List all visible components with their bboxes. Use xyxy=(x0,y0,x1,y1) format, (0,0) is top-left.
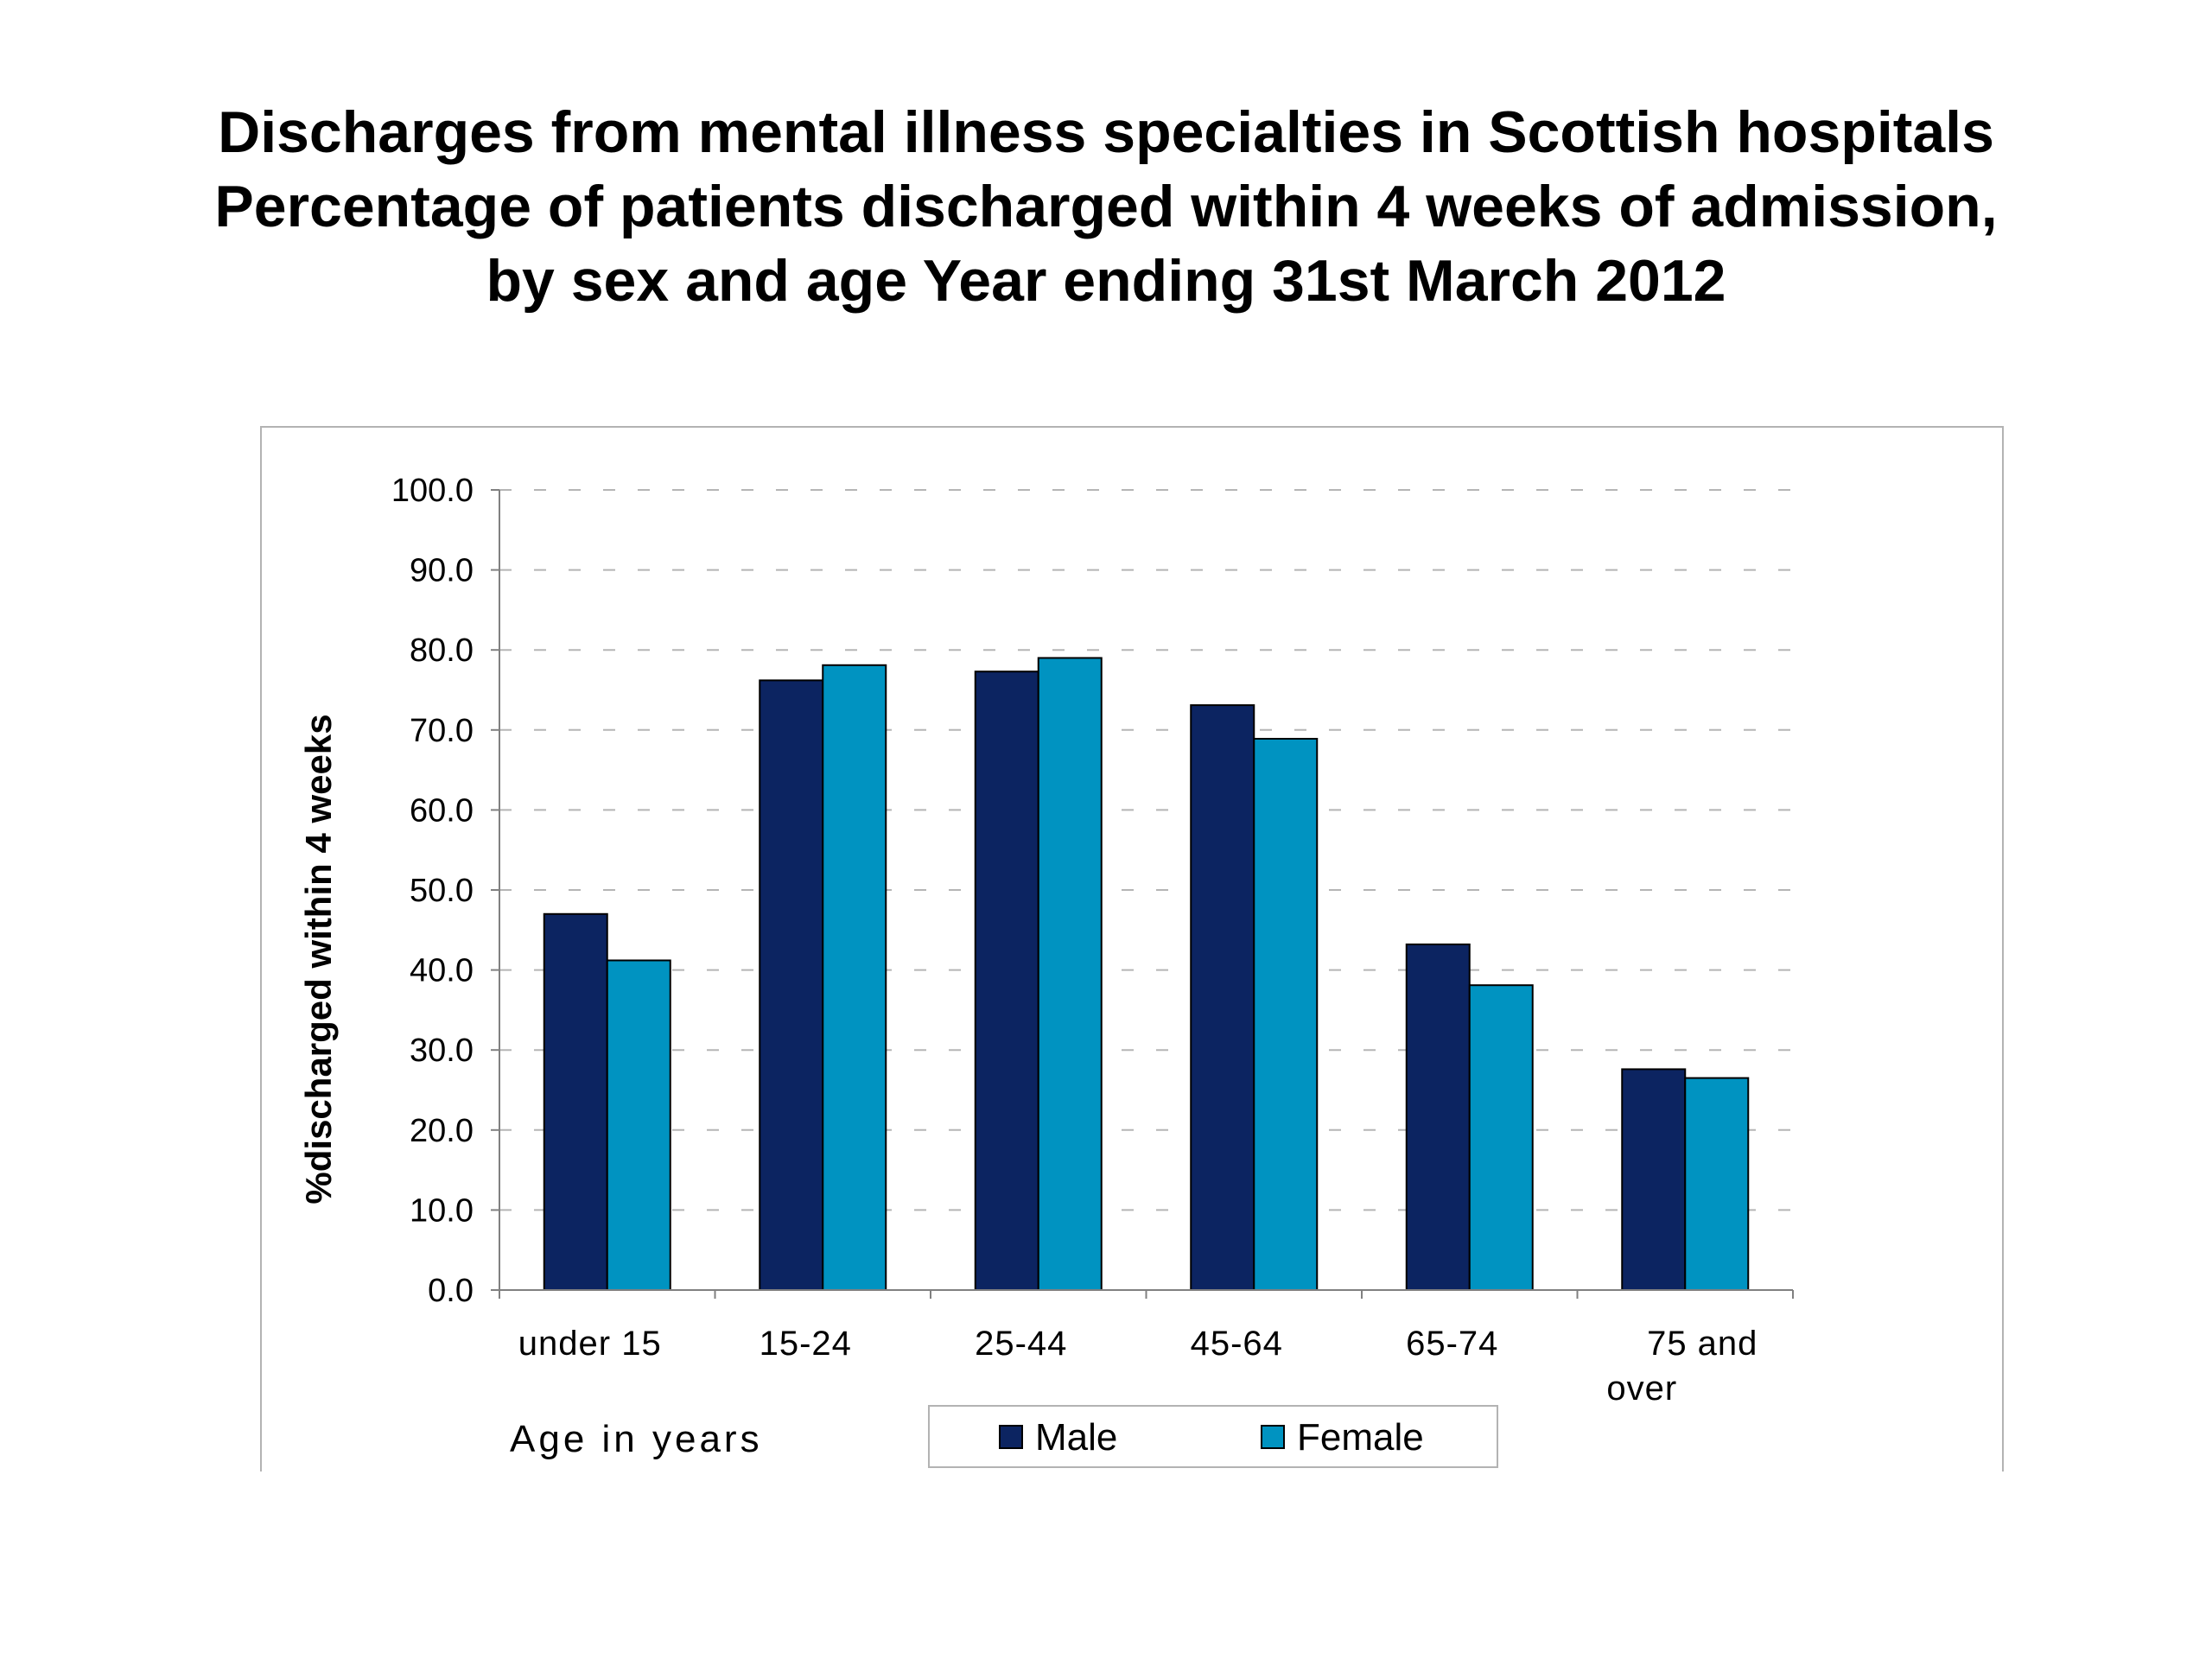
axes xyxy=(491,489,1794,1299)
y-tick-label: 0.0 xyxy=(428,1273,474,1309)
bar-female-1 xyxy=(606,959,671,1292)
x-category-labels: under 15 15-24 25-44 45-64 65-74 75 and over xyxy=(518,1325,1758,1408)
y-tick-label: 50.0 xyxy=(410,873,474,909)
bar-male-4 xyxy=(1190,704,1255,1291)
legend-male-label: Male xyxy=(1035,1416,1117,1459)
y-tick-label: 10.0 xyxy=(410,1192,474,1229)
x-category-label-line: 45-64 xyxy=(1191,1325,1283,1363)
x-category-label: 65-74 xyxy=(1406,1325,1498,1363)
legend-female-swatch xyxy=(1261,1425,1285,1449)
bar-male-2 xyxy=(759,679,824,1291)
y-tick-label: 30.0 xyxy=(410,1033,474,1069)
x-category-label-line: 15-24 xyxy=(760,1325,852,1363)
gridlines xyxy=(499,489,1793,1211)
bar-male-6 xyxy=(1621,1068,1687,1291)
x-category-label-line: 25-44 xyxy=(975,1325,1067,1363)
bar-male-3 xyxy=(974,671,1039,1291)
x-category-label-line: under 15 xyxy=(518,1325,662,1363)
legend: Male Female xyxy=(928,1405,1498,1468)
legend-male-swatch xyxy=(999,1425,1023,1449)
bar-male-5 xyxy=(1405,943,1471,1292)
x-category-label: 15-24 xyxy=(760,1325,852,1363)
y-tick-label: 80.0 xyxy=(410,632,474,669)
x-category-label: 75 and over xyxy=(1606,1325,1758,1408)
bar-male-1 xyxy=(543,912,608,1292)
x-category-label-line: 75 and xyxy=(1647,1325,1758,1363)
y-axis-title: %discharged within 4 weeks xyxy=(298,714,339,1204)
y-tick-label: 20.0 xyxy=(410,1113,474,1149)
bar-female-2 xyxy=(822,664,887,1291)
y-tick-label: 90.0 xyxy=(410,553,474,589)
x-category-label: 25-44 xyxy=(975,1325,1067,1363)
x-category-label: under 15 xyxy=(518,1325,662,1363)
legend-box xyxy=(928,1405,1498,1468)
legend-female-label: Female xyxy=(1297,1416,1424,1459)
title-line-1: Discharges from mental illness specialti… xyxy=(218,99,1994,165)
x-category-label-line: over xyxy=(1606,1370,1677,1408)
bar-female-5 xyxy=(1468,984,1534,1291)
chart-frame xyxy=(260,426,2004,1471)
x-axis-title: Age in years xyxy=(510,1418,763,1460)
bar-female-6 xyxy=(1684,1077,1750,1291)
y-tick-label: 70.0 xyxy=(410,713,474,749)
bar-female-4 xyxy=(1253,737,1319,1291)
y-tick-labels: 0.0 10.0 20.0 30.0 40.0 50.0 60.0 70.0 80.0 90.0 1… xyxy=(391,473,474,1309)
y-tick-label: 60.0 xyxy=(410,792,474,829)
title-line-2: Percentage of patients discharged within… xyxy=(214,174,1998,239)
chart-title: Discharges from mental illness specialti… xyxy=(0,95,2212,318)
title-line-3: by sex and age Year ending 31st March 20… xyxy=(486,248,1726,314)
x-category-label-line: 65-74 xyxy=(1406,1325,1498,1363)
x-category-label: 45-64 xyxy=(1191,1325,1283,1363)
bar-female-3 xyxy=(1037,657,1103,1291)
bars xyxy=(543,657,1750,1292)
y-tick-label: 100.0 xyxy=(391,473,474,509)
y-tick-label: 40.0 xyxy=(410,953,474,989)
